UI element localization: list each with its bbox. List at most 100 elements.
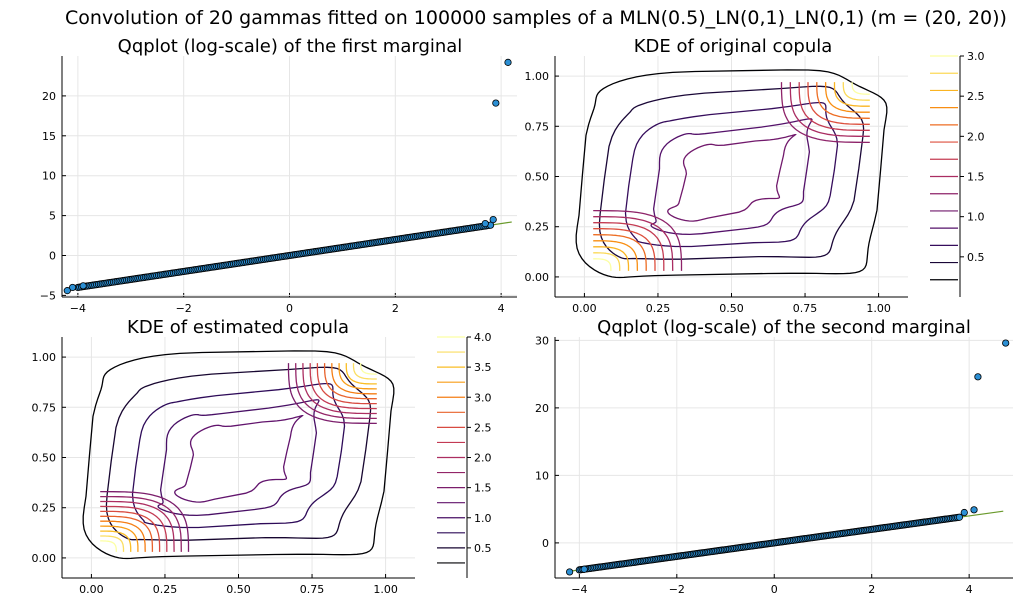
contour-line <box>650 118 813 236</box>
panel-title: Qqplot (log-scale) of the second margina… <box>597 317 971 338</box>
x-tick-label: −2 <box>176 302 192 315</box>
x-tick-label: 0.50 <box>719 302 744 315</box>
contour-line <box>593 240 639 271</box>
contour-line <box>316 363 377 405</box>
colorbar-tick-label: 1.0 <box>474 512 492 525</box>
data-point <box>566 568 574 576</box>
y-tick-label: 0 <box>49 250 56 263</box>
y-tick-label: 1.00 <box>32 351 57 364</box>
contour-line <box>593 246 630 271</box>
panel-title: KDE of estimated copula <box>127 317 349 338</box>
y-tick-label: 5 <box>49 210 56 223</box>
contour-line <box>100 535 125 552</box>
y-tick-label: 10 <box>535 469 549 482</box>
x-tick-label: 0.00 <box>79 583 104 596</box>
data-point <box>955 513 964 521</box>
data-point <box>580 565 588 573</box>
contour-line <box>309 363 377 410</box>
contour-line <box>624 101 839 248</box>
panel-title: Qqplot (log-scale) of the first marginal <box>118 36 463 57</box>
colorbar-tick-label: 1.5 <box>474 482 492 495</box>
x-tick-label: −4 <box>571 583 587 596</box>
contour-line <box>816 82 870 119</box>
colorbar-tick-label: 2.5 <box>967 90 985 103</box>
contour-line <box>100 500 175 552</box>
contour-line <box>593 216 674 271</box>
contour-line <box>360 363 377 375</box>
x-tick-label: 0.00 <box>572 302 597 315</box>
x-tick-label: 2 <box>392 302 399 315</box>
colorbar-tick-label: 0.5 <box>967 251 985 264</box>
contour-line <box>82 350 395 560</box>
colorbar-tick-label: 2.0 <box>967 130 985 143</box>
contour-line <box>100 495 182 552</box>
contour-line <box>833 82 870 107</box>
y-tick-label: 0.75 <box>32 401 57 414</box>
x-tick-label: 0.25 <box>153 583 178 596</box>
contour-line <box>302 363 377 415</box>
contour-line <box>593 222 665 271</box>
x-tick-label: 4 <box>498 302 505 315</box>
colorbar-tick-label: 0.5 <box>474 542 492 555</box>
y-tick-label: 30 <box>535 334 549 347</box>
contour-line <box>331 363 377 395</box>
contour-line <box>100 515 154 552</box>
colorbar-tick-label: 1.0 <box>967 211 985 224</box>
figure-title: Convolution of 20 gammas fitted on 10000… <box>65 7 1007 29</box>
data-point <box>489 215 497 224</box>
data-point <box>1002 339 1010 347</box>
contour-line <box>352 363 377 380</box>
x-tick-label: 1.00 <box>866 302 891 315</box>
colorbar-tick-label: 2.5 <box>474 421 492 434</box>
y-tick-label: 1.00 <box>525 70 550 83</box>
panel-kde_orig: 0.00 0.25 0.50 0.75 1.000.000.250.500.751.00… <box>525 36 985 315</box>
contour-line <box>798 82 870 131</box>
contour-line <box>105 366 372 541</box>
contour-line <box>157 399 320 517</box>
panel-qq2: −4 −2 0 2 4 0 10 20 30 Qqplot (log-scale) of the … <box>535 317 1013 596</box>
x-tick-label: 1.00 <box>373 583 398 596</box>
y-tick-label: 20 <box>535 402 549 415</box>
contour-line <box>100 530 132 552</box>
contour-line <box>780 82 870 144</box>
y-tick-label: 15 <box>42 130 56 143</box>
contour-line <box>593 228 656 271</box>
contour-line <box>338 363 377 390</box>
x-tick-label: −2 <box>669 583 685 596</box>
contour-line <box>100 520 146 552</box>
contour-line <box>100 540 117 552</box>
y-tick-label: 0.50 <box>525 171 550 184</box>
data-point <box>970 506 978 514</box>
contour-line <box>100 525 139 552</box>
data-point <box>504 58 512 66</box>
y-tick-label: 0.50 <box>32 452 57 465</box>
colorbar-tick-label: 3.0 <box>474 391 492 404</box>
x-tick-label: 0 <box>771 583 778 596</box>
colorbar-tick-label: 3.5 <box>474 361 492 374</box>
y-tick-label: 0.00 <box>32 552 57 565</box>
x-tick-label: 0 <box>286 302 293 315</box>
data-point <box>974 373 982 381</box>
contour-line <box>842 82 870 101</box>
panel-kde_est: 0.00 0.25 0.50 0.75 1.000.000.250.500.751.00… <box>32 317 492 596</box>
colorbar-tick-label: 3.0 <box>967 50 985 63</box>
contour-line <box>100 505 168 552</box>
x-tick-label: 0.50 <box>226 583 251 596</box>
y-tick-label: 20 <box>42 90 56 103</box>
y-tick-label: −5 <box>40 289 56 302</box>
data-point <box>492 99 500 107</box>
contour-line <box>323 363 377 400</box>
y-tick-label: 0 <box>542 537 549 550</box>
contour-line <box>575 69 888 279</box>
contour-line <box>593 252 621 271</box>
y-tick-label: 0.25 <box>525 221 550 234</box>
panel-qq1: −4 −2 0 2 4 −5 0 5 10 15 20 Qqplot (log-scale) of t… <box>40 36 517 315</box>
panel-title: KDE of original copula <box>634 36 833 57</box>
contour-line <box>593 258 612 271</box>
contour-line <box>100 490 190 552</box>
y-tick-label: 10 <box>42 170 56 183</box>
data-point <box>79 282 87 290</box>
data-point <box>63 287 71 295</box>
contour-line <box>593 209 683 271</box>
contour-line <box>287 363 377 425</box>
